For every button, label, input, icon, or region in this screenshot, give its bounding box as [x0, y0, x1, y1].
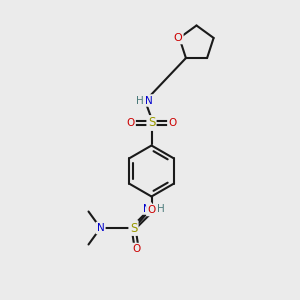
Text: O: O	[147, 205, 156, 215]
Text: H: H	[136, 95, 143, 106]
Text: N: N	[145, 95, 153, 106]
Text: O: O	[132, 244, 141, 254]
Text: N: N	[143, 203, 151, 214]
Text: O: O	[126, 118, 135, 128]
Text: N: N	[97, 223, 104, 233]
Text: S: S	[130, 221, 137, 235]
Text: S: S	[148, 116, 155, 130]
Text: H: H	[157, 203, 164, 214]
Text: O: O	[168, 118, 177, 128]
Text: O: O	[173, 33, 182, 43]
